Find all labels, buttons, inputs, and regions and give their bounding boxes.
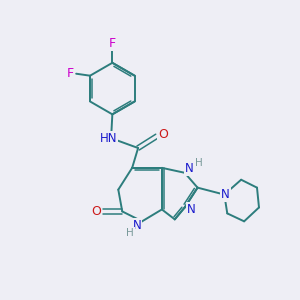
Text: O: O — [92, 205, 101, 218]
Text: N: N — [133, 219, 142, 232]
Text: N: N — [221, 188, 230, 201]
Text: N: N — [187, 203, 196, 216]
Text: H: H — [195, 158, 203, 168]
Text: N: N — [185, 162, 194, 175]
Text: HN: HN — [100, 132, 117, 145]
Text: H: H — [126, 228, 134, 238]
Text: O: O — [158, 128, 168, 141]
Text: F: F — [67, 67, 74, 80]
Text: F: F — [109, 38, 116, 50]
